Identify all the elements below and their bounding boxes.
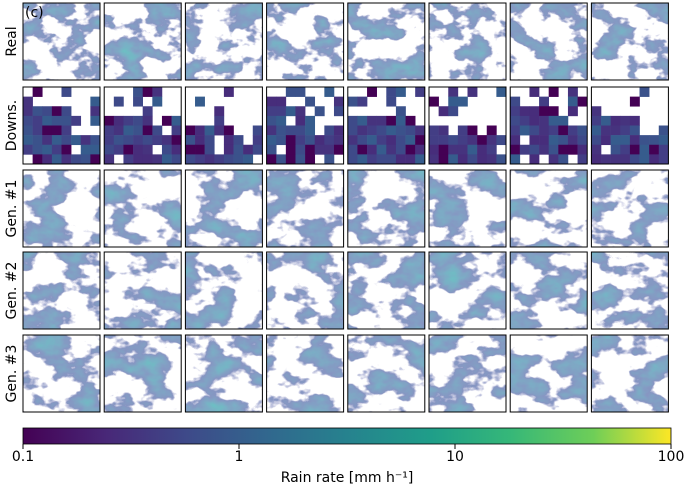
colorbar-label: Rain rate [mm h⁻¹] <box>281 470 414 486</box>
image-panel <box>347 86 426 165</box>
image-panel <box>266 334 345 413</box>
image-panel <box>22 251 101 330</box>
image-panel <box>590 86 669 165</box>
image-panel <box>509 334 588 413</box>
panel-frame <box>509 2 588 81</box>
image-panel <box>509 86 588 165</box>
image-panel <box>266 251 345 330</box>
panel-frame <box>347 169 426 248</box>
panel-frame <box>428 2 507 81</box>
panel-frame <box>103 251 182 330</box>
panel-frame <box>347 334 426 413</box>
image-panel <box>22 2 101 81</box>
panel-frame <box>184 251 263 330</box>
panel-frame <box>347 2 426 81</box>
image-panel <box>428 86 507 165</box>
image-panel <box>184 334 263 413</box>
image-panel <box>509 251 588 330</box>
panel-frame <box>22 2 101 81</box>
image-panel <box>103 2 182 81</box>
image-panel <box>184 2 263 81</box>
panel-frame <box>103 169 182 248</box>
image-panel <box>22 86 101 165</box>
panel-frame <box>266 169 345 248</box>
panel-frame <box>184 2 263 81</box>
image-panel <box>590 2 669 81</box>
panel-frame <box>428 169 507 248</box>
image-panel <box>347 2 426 81</box>
tick-label: 100 <box>658 449 685 465</box>
panel-frame <box>347 251 426 330</box>
colorbar <box>22 427 672 445</box>
image-panel <box>428 2 507 81</box>
panel-frame <box>509 169 588 248</box>
panel-frame <box>590 86 669 165</box>
panel-frame <box>184 86 263 165</box>
row-label: Gen. #1 <box>4 180 20 238</box>
panel-frame <box>184 334 263 413</box>
panel-frame <box>590 334 669 413</box>
image-panel <box>590 169 669 248</box>
panel-frame <box>103 334 182 413</box>
row-label: Gen. #2 <box>4 262 20 320</box>
panel-label: (c) <box>25 5 44 21</box>
image-panel <box>266 169 345 248</box>
image-panel <box>184 169 263 248</box>
image-panel <box>184 86 263 165</box>
panel-frame <box>509 251 588 330</box>
image-panel <box>22 169 101 248</box>
image-panel <box>590 251 669 330</box>
panel-frame <box>590 251 669 330</box>
tick-label: 10 <box>446 449 464 465</box>
panel-frame <box>347 86 426 165</box>
tick-label: 1 <box>235 449 244 465</box>
panel-grid <box>22 2 669 413</box>
image-panel <box>590 334 669 413</box>
panel-frame <box>266 251 345 330</box>
row-label: Gen. #3 <box>4 345 20 403</box>
image-panel <box>103 86 182 165</box>
image-panel <box>103 334 182 413</box>
panel-frame <box>103 2 182 81</box>
panel-frame <box>509 86 588 165</box>
panel-frame <box>428 334 507 413</box>
tick-label: 0.1 <box>12 449 34 465</box>
image-panel <box>347 169 426 248</box>
panel-frame <box>266 2 345 81</box>
panel-frame <box>428 86 507 165</box>
panel-frame <box>509 334 588 413</box>
panel-frame <box>22 251 101 330</box>
image-panel <box>347 334 426 413</box>
row-label: Downs. <box>4 100 20 151</box>
panel-frame <box>428 251 507 330</box>
panel-frame <box>103 86 182 165</box>
image-panel <box>428 251 507 330</box>
image-panel <box>184 251 263 330</box>
panel-frame <box>22 334 101 413</box>
image-panel <box>266 86 345 165</box>
image-panel <box>22 334 101 413</box>
image-panel <box>509 169 588 248</box>
row-label: Real <box>4 26 20 56</box>
image-panel <box>428 169 507 248</box>
image-panel <box>103 169 182 248</box>
image-panel <box>103 251 182 330</box>
panel-frame <box>266 334 345 413</box>
panel-frame <box>590 169 669 248</box>
image-panel <box>428 334 507 413</box>
panel-frame <box>266 86 345 165</box>
image-panel <box>347 251 426 330</box>
panel-frame <box>22 169 101 248</box>
panel-frame <box>590 2 669 81</box>
image-panel <box>266 2 345 81</box>
image-panel <box>509 2 588 81</box>
panel-frame <box>184 169 263 248</box>
panel-frame <box>22 86 101 165</box>
